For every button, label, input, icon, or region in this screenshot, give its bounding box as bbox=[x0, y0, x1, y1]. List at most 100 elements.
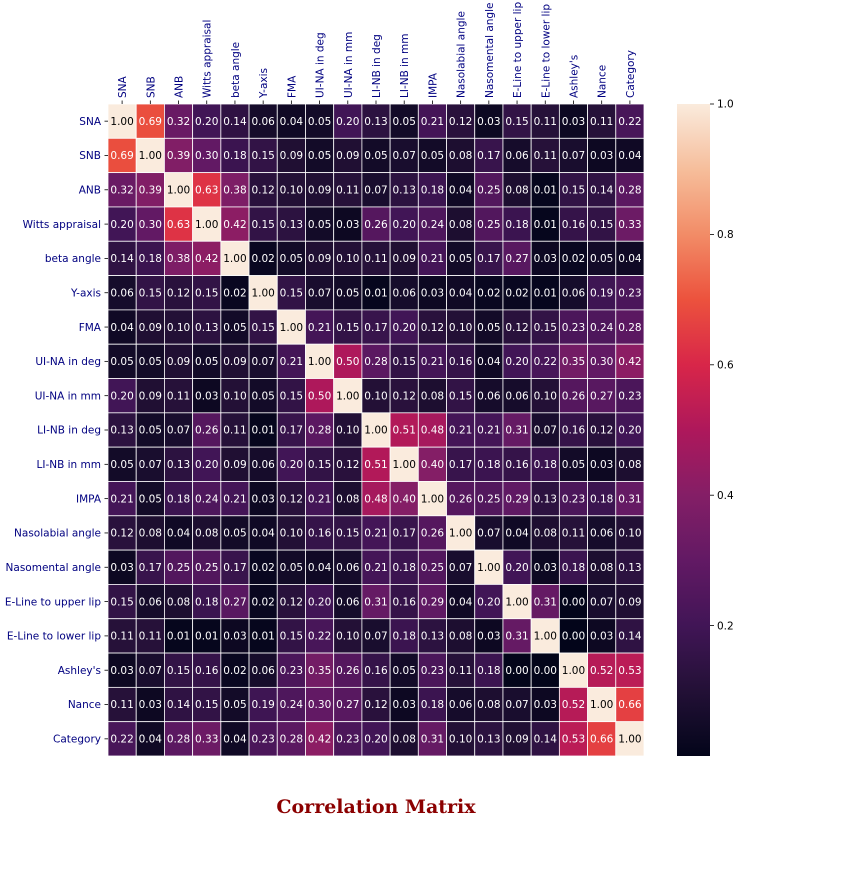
cell-value-label: 0.53 bbox=[562, 734, 585, 746]
cell-value-label: 0.03 bbox=[336, 219, 359, 231]
cell-value-label: 0.21 bbox=[110, 493, 133, 505]
heatmap-cell bbox=[361, 103, 391, 139]
cell-value-label: 0.05 bbox=[336, 287, 359, 299]
heatmap-cell bbox=[558, 686, 588, 723]
cell-value-label: 0.51 bbox=[393, 425, 416, 437]
y-axis-labels: SNA SNB ANB Witts appraisal beta angle Y-axis… bbox=[5, 116, 108, 746]
cell-value-label: 0.12 bbox=[393, 390, 416, 402]
x-tick-label: UI-NA in mm bbox=[343, 32, 355, 98]
cell-value-label: 0.00 bbox=[534, 665, 557, 677]
cell-value-label: 0.14 bbox=[590, 184, 614, 196]
cell-value-label: 0.05 bbox=[364, 150, 387, 162]
cell-value-label: 0.20 bbox=[195, 116, 218, 128]
heatmap-cell bbox=[305, 515, 335, 551]
cell-value-label: 0.20 bbox=[505, 356, 528, 368]
heatmap-cell bbox=[164, 721, 194, 757]
heatmap-cell bbox=[305, 275, 335, 311]
cell-value-label: 0.15 bbox=[336, 322, 359, 334]
cell-value-label: 0.28 bbox=[618, 322, 641, 334]
heatmap-cell bbox=[135, 137, 165, 174]
y-tick-label: SNA bbox=[79, 116, 102, 128]
cell-value-label: 0.10 bbox=[336, 253, 359, 265]
cell-value-label: 0.23 bbox=[421, 665, 444, 677]
cell-value-label: 0.28 bbox=[308, 425, 331, 437]
cell-value-label: 0.07 bbox=[364, 184, 387, 196]
cell-value-label: 0.03 bbox=[139, 699, 162, 711]
cell-value-label: 0.09 bbox=[308, 184, 331, 196]
cell-value-label: 0.21 bbox=[308, 493, 331, 505]
cell-value-label: 1.00 bbox=[618, 734, 641, 746]
heatmap-cell bbox=[164, 240, 194, 276]
cell-value-label: 0.28 bbox=[364, 356, 387, 368]
heatmap-cell bbox=[587, 206, 617, 242]
heatmap-cell bbox=[615, 275, 645, 311]
cell-value-label: 0.31 bbox=[534, 596, 557, 608]
heatmap-cell bbox=[615, 103, 645, 139]
cell-value-label: 0.16 bbox=[562, 219, 586, 231]
cell-value-label: 0.16 bbox=[505, 459, 529, 471]
heatmap-cell bbox=[615, 309, 645, 345]
heatmap-cell bbox=[502, 172, 532, 208]
cell-value-label: 0.20 bbox=[393, 219, 416, 231]
heatmap-cell bbox=[587, 172, 617, 208]
cell-value-label: 0.23 bbox=[618, 287, 641, 299]
cell-value-label: 0.03 bbox=[393, 699, 416, 711]
x-tick-label: FMA bbox=[286, 75, 298, 98]
heatmap-cell bbox=[164, 481, 194, 517]
cell-value-label: 0.26 bbox=[336, 665, 360, 677]
cell-value-label: 0.25 bbox=[195, 562, 218, 574]
cell-value-label: 0.24 bbox=[590, 322, 614, 334]
cell-value-label: 0.23 bbox=[562, 493, 585, 505]
cell-value-label: 0.05 bbox=[139, 425, 162, 437]
cell-value-label: 0.02 bbox=[477, 287, 500, 299]
cell-value-label: 0.17 bbox=[223, 562, 246, 574]
cell-value-label: 0.26 bbox=[562, 390, 586, 402]
heatmap-cell bbox=[502, 721, 532, 757]
heatmap-cell bbox=[276, 309, 306, 345]
cell-value-label: 0.02 bbox=[251, 596, 274, 608]
heatmap-cell bbox=[361, 172, 391, 208]
y-tick-label: FMA bbox=[79, 322, 102, 334]
heatmap-cell bbox=[530, 481, 560, 517]
cell-value-label: 0.04 bbox=[308, 562, 332, 574]
heatmap-cell bbox=[558, 412, 588, 448]
cell-value-label: 0.04 bbox=[449, 184, 473, 196]
heatmap-cell bbox=[276, 515, 306, 551]
heatmap-cell bbox=[305, 378, 335, 414]
y-tick-label: Category bbox=[53, 734, 101, 746]
heatmap-cell bbox=[305, 481, 335, 517]
heatmap-cell bbox=[615, 481, 645, 517]
heatmap-cell bbox=[417, 137, 447, 174]
cell-value-label: 0.04 bbox=[223, 734, 247, 746]
heatmap-cell bbox=[558, 309, 588, 345]
cell-value-label: 0.08 bbox=[336, 493, 359, 505]
cell-value-label: 0.06 bbox=[251, 459, 275, 471]
heatmap-cell bbox=[417, 584, 447, 620]
cell-value-label: 0.26 bbox=[449, 493, 473, 505]
cell-value-label: 0.09 bbox=[618, 596, 641, 608]
cell-value-label: 0.14 bbox=[110, 253, 134, 265]
cell-value-label: 0.15 bbox=[195, 699, 218, 711]
cell-value-label: 0.66 bbox=[590, 734, 614, 746]
cell-value-label: 0.04 bbox=[449, 287, 473, 299]
cell-value-label: 0.27 bbox=[223, 596, 246, 608]
cell-value-label: 0.30 bbox=[590, 356, 613, 368]
x-tick-label: Nance bbox=[597, 65, 609, 98]
cell-value-label: 0.05 bbox=[110, 459, 133, 471]
cell-value-label: 0.08 bbox=[167, 596, 190, 608]
heatmap-cell bbox=[587, 103, 617, 139]
cell-value-label: 0.15 bbox=[280, 390, 303, 402]
heatmap-cell bbox=[361, 686, 391, 723]
y-tick-label: UI-NA in deg bbox=[35, 356, 101, 368]
cell-value-label: 0.05 bbox=[308, 150, 331, 162]
heatmap-cell bbox=[417, 206, 447, 242]
cell-value-label: 0.03 bbox=[421, 287, 444, 299]
heatmap-cell bbox=[587, 343, 617, 379]
cell-value-label: 0.07 bbox=[590, 596, 613, 608]
cell-value-label: 0.02 bbox=[251, 253, 274, 265]
heatmap-cell bbox=[417, 721, 447, 757]
x-tick-label: SNA bbox=[117, 75, 129, 98]
heatmap-cell bbox=[333, 515, 363, 551]
cell-value-label: 1.00 bbox=[364, 425, 387, 437]
cell-value-label: 0.08 bbox=[139, 528, 162, 540]
